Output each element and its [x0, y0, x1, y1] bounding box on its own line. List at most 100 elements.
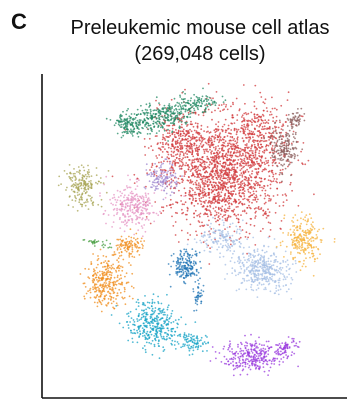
cell-point-cluster-1	[131, 123, 134, 126]
cell-point-cluster-0	[203, 185, 206, 188]
cell-point-cluster-1	[215, 102, 218, 104]
cell-point-cluster-0	[245, 162, 247, 164]
cell-point-cluster-1	[155, 96, 158, 99]
cell-point-cluster-0	[222, 161, 225, 164]
cell-point-cluster-1	[204, 111, 207, 113]
cell-point-cluster-7	[191, 254, 194, 257]
cell-point-cluster-7	[196, 298, 199, 301]
cell-point-cluster-0	[172, 179, 175, 182]
cell-point-cluster-9	[312, 274, 315, 277]
cell-point-cluster-8	[277, 293, 280, 296]
cell-point-cluster-0	[255, 180, 257, 183]
cell-point-cluster-0	[253, 192, 255, 195]
cell-point-cluster-8	[219, 243, 222, 245]
cell-point-cluster-6	[113, 276, 116, 279]
cell-point-cluster-0	[240, 164, 243, 167]
cell-point-cluster-6	[97, 286, 99, 289]
cell-point-cluster-8	[202, 236, 205, 238]
cell-point-cluster-1	[136, 132, 139, 135]
cell-point-cluster-0	[226, 197, 229, 200]
cell-point-cluster-4	[164, 196, 167, 199]
cell-point-cluster-0	[230, 132, 232, 135]
cell-point-cluster-0	[220, 200, 223, 203]
cell-point-cluster-7	[168, 273, 171, 276]
cell-point-cluster-4	[130, 201, 133, 204]
cell-point-cluster-1	[200, 101, 203, 103]
cell-point-cluster-0	[193, 216, 196, 219]
cell-point-cluster-0	[250, 111, 253, 114]
cell-point-cluster-0	[246, 123, 249, 125]
cell-point-cluster-1	[178, 126, 181, 129]
cell-point-cluster-0	[231, 167, 233, 170]
cell-point-cluster-0	[199, 193, 202, 195]
cell-point-cluster-5	[166, 175, 169, 178]
cell-point-cluster-0	[187, 111, 190, 114]
cell-point-cluster-4	[123, 215, 126, 218]
cell-point-cluster-0	[248, 150, 251, 152]
cell-point-cluster-6	[142, 245, 144, 247]
cell-point-cluster-1	[129, 131, 132, 134]
cell-point-cluster-0	[208, 166, 211, 169]
cell-point-cluster-0	[194, 191, 196, 194]
cell-point-cluster-0	[195, 146, 198, 149]
cell-point-cluster-0	[220, 191, 223, 194]
cell-point-cluster-0	[249, 120, 251, 122]
cell-point-cluster-0	[224, 105, 227, 108]
cell-point-cluster-0	[188, 145, 191, 148]
cell-point-cluster-0	[243, 203, 246, 206]
cell-point-cluster-0	[226, 174, 229, 177]
cell-point-cluster-9	[311, 225, 313, 227]
cell-point-cluster-0	[161, 206, 163, 209]
cell-point-cluster-8	[243, 279, 246, 282]
cell-point-cluster-6	[125, 272, 128, 275]
cell-point-cluster-0	[193, 136, 196, 139]
cell-point-cluster-8	[232, 242, 235, 244]
cell-point-cluster-0	[221, 154, 224, 157]
cell-point-cluster-5	[172, 191, 175, 194]
cell-point-cluster-2	[277, 158, 279, 160]
cell-point-cluster-8	[221, 246, 224, 249]
cell-point-cluster-4	[118, 218, 121, 221]
cell-point-cluster-7	[191, 248, 194, 251]
cell-point-cluster-0	[217, 186, 220, 189]
cell-point-cluster-5	[154, 189, 157, 192]
cell-point-cluster-5	[174, 172, 177, 175]
cell-point-cluster-7	[194, 302, 197, 304]
cell-point-cluster-4	[113, 214, 115, 217]
cell-point-cluster-6	[125, 242, 128, 245]
cell-point-cluster-2	[283, 163, 286, 166]
cell-point-cluster-9	[279, 241, 282, 244]
cell-point-cluster-1	[205, 98, 208, 101]
cell-point-cluster-6	[124, 249, 127, 252]
cell-point-cluster-3	[96, 182, 99, 185]
cell-point-cluster-0	[196, 167, 199, 170]
cell-point-cluster-1	[153, 126, 156, 128]
cell-point-cluster-1	[158, 114, 161, 117]
cell-point-cluster-0	[196, 234, 198, 237]
cell-point-cluster-6	[90, 263, 93, 265]
cell-point-cluster-0	[216, 192, 219, 195]
cell-point-cluster-2	[276, 145, 278, 147]
cell-point-cluster-9	[303, 259, 305, 262]
cell-point-cluster-4	[137, 197, 140, 200]
cell-point-cluster-0	[289, 181, 292, 184]
cell-point-cluster-6	[128, 245, 131, 248]
cell-point-cluster-0	[212, 207, 215, 210]
cell-point-cluster-0	[253, 113, 256, 116]
cell-point-cluster-7	[183, 248, 186, 251]
cell-point-cluster-1	[188, 108, 191, 111]
cell-point-cluster-0	[247, 236, 250, 239]
cell-point-cluster-1	[175, 107, 177, 110]
cell-point-cluster-3	[76, 183, 78, 186]
cell-point-cluster-8	[214, 237, 217, 240]
cell-point-cluster-0	[233, 148, 236, 150]
cell-point-cluster-0	[201, 136, 204, 139]
cell-point-cluster-8	[259, 262, 262, 264]
cell-point-cluster-1	[180, 107, 183, 109]
cell-point-cluster-8	[257, 262, 259, 265]
cell-point-cluster-1	[149, 127, 152, 129]
cell-point-cluster-3	[76, 191, 79, 194]
cell-point-cluster-0	[156, 157, 159, 159]
cell-point-cluster-0	[185, 162, 188, 164]
cell-point-cluster-0	[180, 200, 183, 202]
